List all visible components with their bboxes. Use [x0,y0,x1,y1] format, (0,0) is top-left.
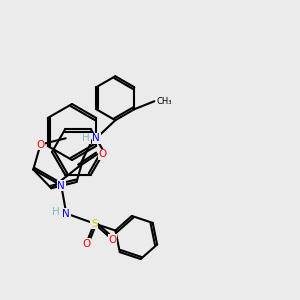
Text: H: H [82,133,90,143]
Text: S: S [91,218,98,229]
Text: O: O [98,149,106,159]
Text: CH₃: CH₃ [156,97,172,106]
Text: N: N [92,133,100,143]
Text: H: H [52,206,60,217]
Text: N: N [62,208,70,218]
Text: O: O [108,235,116,244]
Text: N: N [57,181,65,190]
Text: O: O [82,238,90,248]
Text: O: O [36,140,45,149]
